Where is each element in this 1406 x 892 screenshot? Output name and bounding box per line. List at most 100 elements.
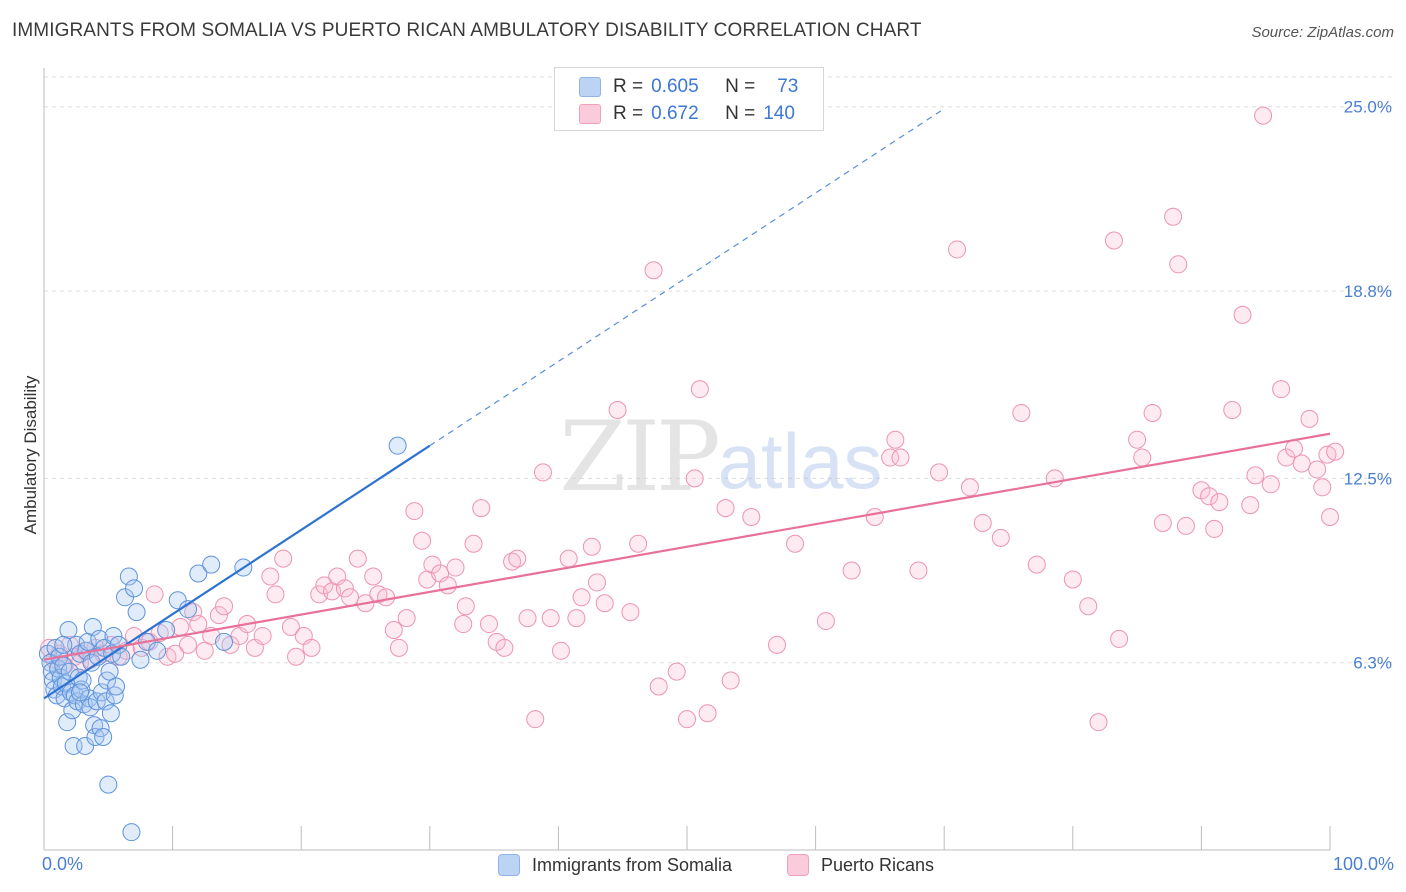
puerto-rican-point bbox=[209, 606, 228, 625]
puerto-rican-point bbox=[526, 710, 545, 729]
bottom-legend-label: Puerto Ricans bbox=[821, 854, 935, 875]
puerto-rican-point bbox=[948, 240, 967, 259]
puerto-rican-point bbox=[1223, 400, 1242, 419]
puerto-rican-point bbox=[1205, 519, 1224, 538]
puerto-rican-point bbox=[533, 463, 552, 482]
puerto-rican-point bbox=[1104, 231, 1123, 250]
bottom-legend-label: Immigrants from Somalia bbox=[532, 854, 733, 875]
puerto-rican-point bbox=[842, 561, 861, 580]
puerto-rican-point bbox=[405, 502, 424, 521]
puerto-rican-point bbox=[1169, 255, 1188, 274]
puerto-rican-point bbox=[495, 638, 514, 657]
puerto-rican-point bbox=[629, 534, 648, 553]
puerto-rican-point bbox=[567, 609, 586, 628]
puerto-rican-point bbox=[742, 508, 761, 527]
legend-n-value: 140 bbox=[763, 103, 795, 124]
puerto-rican-point bbox=[886, 430, 905, 449]
somalia-point bbox=[101, 704, 120, 723]
y-tick-label: 6.3% bbox=[1353, 654, 1392, 673]
puerto-rican-point bbox=[816, 612, 835, 631]
x-tick-label-max: 100.0% bbox=[1333, 854, 1394, 874]
puerto-trend-line bbox=[43, 432, 1331, 661]
somalia-point bbox=[99, 775, 118, 794]
legend-row-puerto: R = 0.672 N = 140 bbox=[579, 102, 795, 126]
puerto-rican-point bbox=[891, 448, 910, 467]
somalia-point bbox=[100, 662, 119, 681]
somalia-point bbox=[189, 564, 208, 583]
puerto-rican-point bbox=[587, 573, 606, 592]
watermark-atlas: atlas bbox=[718, 417, 883, 505]
somalia-point bbox=[58, 713, 77, 732]
somalia-point bbox=[94, 728, 113, 747]
puerto-rican-point bbox=[1110, 629, 1129, 648]
puerto-rican-point bbox=[1254, 106, 1273, 125]
watermark-zip: ZIP bbox=[559, 401, 718, 513]
puerto-rican-point bbox=[991, 528, 1010, 547]
somalia-point bbox=[96, 692, 115, 711]
somalia-point bbox=[202, 555, 221, 574]
puerto-rican-point bbox=[1012, 403, 1031, 422]
somalia-point bbox=[105, 686, 124, 705]
puerto-rican-point bbox=[281, 618, 300, 637]
somalia-trend-line bbox=[43, 444, 431, 700]
puerto-rican-point bbox=[909, 561, 928, 580]
somalia-point bbox=[157, 620, 176, 639]
somalia-point bbox=[71, 683, 90, 702]
puerto-rican-point bbox=[335, 579, 354, 598]
somalia-point bbox=[83, 618, 102, 637]
puerto-rican-point bbox=[1027, 555, 1046, 574]
bottom-legend-puerto: Puerto Ricans bbox=[787, 852, 934, 878]
puerto-rican-point bbox=[1200, 487, 1219, 506]
puerto-rican-point bbox=[348, 549, 367, 568]
puerto-rican-point bbox=[253, 626, 272, 645]
puerto-rican-point bbox=[1164, 207, 1183, 226]
somalia-point bbox=[131, 650, 150, 669]
legend-r-label: R = bbox=[613, 76, 644, 97]
puerto-rican-point bbox=[60, 635, 79, 654]
bottom-swatch-puerto bbox=[787, 854, 809, 876]
puerto-rican-point bbox=[384, 620, 403, 639]
legend-r-value: 0.605 bbox=[651, 76, 699, 97]
legend-n-value: 73 bbox=[777, 76, 799, 97]
puerto-rican-point bbox=[721, 671, 740, 690]
puerto-rican-point bbox=[261, 567, 280, 586]
axes bbox=[43, 68, 1331, 851]
somalia-point bbox=[54, 635, 73, 654]
puerto-rican-point bbox=[973, 513, 992, 532]
somalia-point bbox=[122, 823, 141, 842]
somalia-point bbox=[104, 626, 123, 645]
puerto-rican-point bbox=[456, 597, 475, 616]
somalia-point bbox=[51, 668, 70, 687]
puerto-rican-point bbox=[413, 531, 432, 550]
puerto-rican-point bbox=[930, 463, 949, 482]
y-tick-label: 25.0% bbox=[1344, 98, 1392, 117]
puerto-rican-point bbox=[446, 558, 465, 577]
puerto-rican-point bbox=[1300, 409, 1319, 428]
legend-n-label: N = bbox=[725, 76, 756, 97]
puerto-rican-point bbox=[377, 588, 396, 607]
legend-row-somalia: R = 0.605 N = 73 bbox=[579, 75, 798, 99]
puerto-rican-point bbox=[341, 588, 360, 607]
puerto-rican-point bbox=[215, 597, 234, 616]
puerto-rican-point bbox=[716, 499, 735, 518]
source-credit: Source: ZipAtlas.com bbox=[1251, 24, 1394, 41]
puerto-rican-point bbox=[274, 549, 293, 568]
somalia-point bbox=[63, 701, 82, 720]
puerto-rican-point bbox=[698, 704, 717, 723]
puerto-rican-point bbox=[145, 585, 164, 604]
puerto-rican-point bbox=[1176, 516, 1195, 535]
somalia-trend-extension bbox=[429, 108, 945, 447]
legend-swatch-somalia bbox=[579, 77, 601, 97]
puerto-rican-point bbox=[960, 478, 979, 497]
somalia-point bbox=[125, 579, 144, 598]
puerto-rican-point bbox=[1210, 493, 1229, 512]
puerto-rican-point bbox=[572, 588, 591, 607]
puerto-rican-point bbox=[685, 469, 704, 488]
puerto-rican-point bbox=[508, 549, 527, 568]
somalia-point bbox=[215, 632, 234, 651]
puerto-rican-point bbox=[464, 534, 483, 553]
puerto-rican-point bbox=[1089, 713, 1108, 732]
puerto-rican-point bbox=[184, 603, 203, 622]
puerto-rican-point bbox=[195, 641, 214, 660]
puerto-rican-point bbox=[595, 594, 614, 613]
